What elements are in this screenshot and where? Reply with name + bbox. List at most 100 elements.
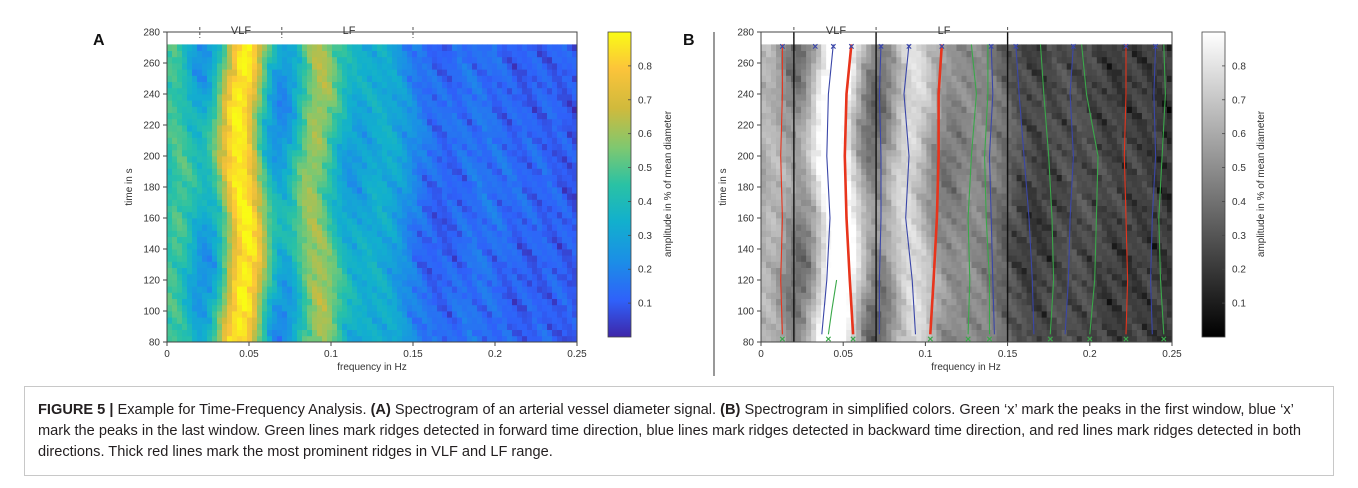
spectrogram-cell	[227, 292, 233, 299]
spectrogram-cell	[761, 205, 767, 213]
spectrogram-cell	[457, 174, 463, 182]
spectrogram-cell	[472, 125, 478, 132]
spectrogram-cell	[572, 75, 578, 82]
spectrogram-cell	[522, 87, 528, 95]
spectrogram-cell	[856, 168, 862, 175]
spectrogram-cell	[567, 242, 573, 250]
spectrogram-cell	[517, 236, 523, 244]
spectrogram-cell	[187, 75, 193, 82]
spectrogram-cell	[252, 205, 258, 213]
spectrogram-cell	[172, 218, 178, 225]
spectrogram-cell	[821, 323, 827, 330]
spectrogram-cell	[482, 156, 488, 163]
spectrogram-cell	[811, 193, 817, 200]
spectrogram-cell	[247, 75, 253, 82]
spectrogram-cell	[821, 242, 827, 250]
spectrogram-cell	[796, 193, 802, 200]
spectrogram-cell	[497, 69, 503, 76]
spectrogram-cell	[766, 143, 772, 151]
spectrogram-cell	[442, 137, 448, 144]
spectrogram-cell	[317, 255, 323, 262]
spectrogram-cell	[766, 87, 772, 95]
spectrogram-cell	[277, 280, 283, 287]
spectrogram-cell	[502, 329, 508, 337]
spectrogram-cell	[562, 106, 568, 113]
spectrogram-cell	[327, 236, 333, 244]
spectrogram-cell	[407, 335, 413, 343]
spectrogram-cell	[517, 149, 523, 157]
spectrogram-cell	[831, 261, 837, 268]
spectrogram-cell	[252, 193, 258, 200]
spectrogram-cell	[512, 224, 518, 231]
spectrogram-cell	[417, 94, 423, 101]
spectrogram-cell	[467, 168, 473, 175]
spectrogram-cell	[781, 94, 787, 101]
spectrogram-cell	[841, 193, 847, 200]
spectrogram-cell	[552, 218, 558, 225]
spectrogram-cell	[237, 261, 243, 268]
spectrogram-cell	[452, 162, 458, 169]
spectrogram-cell	[312, 75, 318, 82]
spectrogram-cell	[172, 174, 178, 182]
spectrogram-cell	[422, 230, 428, 237]
spectrogram-cell	[776, 298, 782, 306]
spectrogram-cell	[317, 149, 323, 157]
spectrogram-cell	[432, 125, 438, 132]
spectrogram-cell	[572, 143, 578, 151]
spectrogram-cell	[447, 292, 453, 299]
spectrogram-cell	[557, 69, 563, 76]
spectrogram-cell	[427, 311, 433, 318]
spectrogram-cell	[397, 94, 403, 101]
spectrogram-cell	[537, 193, 543, 200]
spectrogram-cell	[801, 255, 807, 262]
spectrogram-cell	[292, 218, 298, 225]
spectrogram-cell	[537, 106, 543, 113]
spectrogram-cell	[407, 50, 413, 58]
spectrogram-cell	[477, 50, 483, 58]
spectrogram-cell	[771, 323, 777, 330]
spectrogram-cell	[207, 137, 213, 144]
spectrogram-cell	[467, 280, 473, 287]
spectrogram-cell	[542, 100, 548, 107]
spectrogram-cell	[412, 143, 418, 151]
spectrogram-cell	[532, 249, 538, 256]
spectrogram-cell	[492, 131, 498, 138]
spectrogram-cell	[262, 137, 268, 144]
spectrogram-cell	[502, 230, 508, 237]
spectrogram-cell	[537, 311, 543, 318]
spectrogram-cell	[452, 249, 458, 256]
spectrogram-cell	[427, 304, 433, 312]
spectrogram-cell	[427, 137, 433, 144]
spectrogram-cell	[836, 286, 842, 293]
spectrogram-cell	[776, 100, 782, 107]
spectrogram-cell	[392, 280, 398, 287]
spectrogram-cell	[217, 106, 223, 113]
spectrogram-cell	[547, 156, 553, 163]
spectrogram-cell	[467, 180, 473, 188]
spectrogram-cell	[801, 87, 807, 95]
spectrogram-cell	[567, 255, 573, 262]
spectrogram-cell	[262, 125, 268, 132]
spectrogram-cell	[302, 131, 308, 138]
spectrogram-cell	[377, 149, 383, 157]
spectrogram-cell	[337, 180, 343, 188]
spectrogram-cell	[382, 317, 388, 324]
spectrogram-cell	[801, 180, 807, 188]
spectrogram-cell	[282, 335, 288, 343]
spectrogram-cell	[821, 75, 827, 82]
spectrogram-cell	[786, 261, 792, 268]
spectrogram-cell	[811, 187, 817, 194]
spectrogram-cell	[382, 125, 388, 132]
spectrogram-cell	[342, 286, 348, 293]
spectrogram-cell	[432, 242, 438, 250]
spectrogram-cell	[387, 94, 393, 101]
spectrogram-cell	[192, 131, 198, 138]
spectrogram-cell	[507, 199, 513, 206]
spectrogram-cell	[542, 218, 548, 225]
spectrogram-cell	[242, 335, 248, 343]
spectrogram-cell	[522, 304, 528, 312]
spectrogram-cell	[412, 162, 418, 169]
spectrogram-cell	[177, 87, 183, 95]
spectrogram-cell	[222, 174, 228, 182]
spectrogram-cell	[532, 224, 538, 231]
